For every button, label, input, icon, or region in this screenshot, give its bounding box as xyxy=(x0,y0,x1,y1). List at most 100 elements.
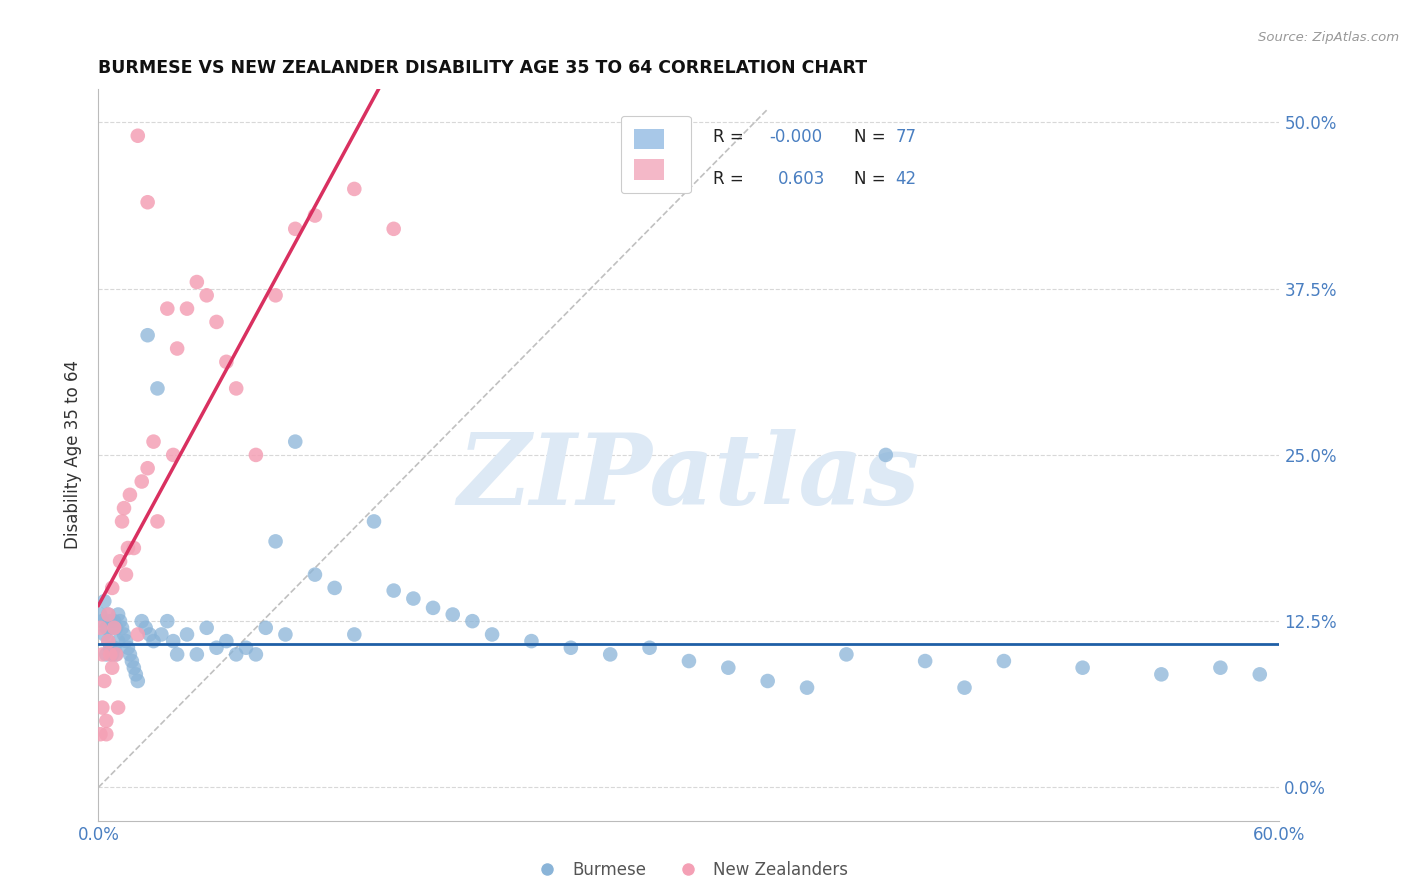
Point xyxy=(108,554,131,568)
Point xyxy=(108,614,131,628)
Point xyxy=(560,640,582,655)
Point xyxy=(914,654,936,668)
Legend: Burmese, New Zealanders: Burmese, New Zealanders xyxy=(523,855,855,886)
Point xyxy=(89,607,111,622)
Point xyxy=(717,661,740,675)
Point xyxy=(382,222,405,236)
Point xyxy=(156,301,179,316)
Point xyxy=(382,583,405,598)
Text: R =: R = xyxy=(713,170,748,188)
Text: Source: ZipAtlas.com: Source: ZipAtlas.com xyxy=(1258,31,1399,45)
Point xyxy=(422,600,444,615)
Text: N =: N = xyxy=(855,170,891,188)
Point xyxy=(91,700,114,714)
Point xyxy=(835,648,858,662)
Text: N =: N = xyxy=(855,128,891,145)
Point xyxy=(93,627,115,641)
Text: 77: 77 xyxy=(896,128,917,145)
Point xyxy=(195,621,218,635)
Point xyxy=(111,621,134,635)
Point xyxy=(107,634,129,648)
Point xyxy=(756,673,779,688)
Point xyxy=(117,640,139,655)
Point xyxy=(284,434,307,449)
Point xyxy=(98,640,121,655)
Point xyxy=(215,634,238,648)
Point xyxy=(166,648,188,662)
Point xyxy=(105,648,128,662)
Point xyxy=(96,648,118,662)
Point xyxy=(101,621,124,635)
Point xyxy=(146,381,169,395)
Point xyxy=(107,607,129,622)
Point xyxy=(235,640,257,655)
Text: 0.603: 0.603 xyxy=(778,170,825,188)
Point xyxy=(186,648,208,662)
Point xyxy=(195,288,218,302)
Point xyxy=(205,640,228,655)
Point xyxy=(225,648,247,662)
Point xyxy=(91,614,114,628)
Point xyxy=(91,648,114,662)
Point xyxy=(176,627,198,641)
Point xyxy=(142,434,165,449)
Point xyxy=(101,648,124,662)
Point xyxy=(96,621,118,635)
Point xyxy=(138,627,160,641)
Point xyxy=(101,661,124,675)
Point xyxy=(520,634,543,648)
Point xyxy=(97,607,120,622)
Text: -0.000: -0.000 xyxy=(769,128,823,145)
Point xyxy=(121,654,143,668)
Point xyxy=(103,614,125,628)
Point xyxy=(678,654,700,668)
Point xyxy=(135,621,157,635)
Point xyxy=(103,621,125,635)
Point xyxy=(304,209,326,223)
Point xyxy=(284,222,307,236)
Point xyxy=(264,288,287,302)
Point xyxy=(274,627,297,641)
Point xyxy=(993,654,1015,668)
Point xyxy=(304,567,326,582)
Point xyxy=(115,634,138,648)
Point xyxy=(225,381,247,395)
Point xyxy=(112,501,135,516)
Point xyxy=(96,714,118,728)
Point xyxy=(245,448,267,462)
Point xyxy=(1071,661,1094,675)
Point xyxy=(796,681,818,695)
Point xyxy=(131,614,153,628)
Text: ZIPatlas: ZIPatlas xyxy=(458,429,920,525)
Text: R =: R = xyxy=(713,128,748,145)
Point xyxy=(122,661,145,675)
Point xyxy=(131,475,153,489)
Text: 42: 42 xyxy=(896,170,917,188)
Point xyxy=(93,594,115,608)
Point xyxy=(1249,667,1271,681)
Point xyxy=(162,634,184,648)
Point xyxy=(461,614,484,628)
Point xyxy=(136,195,159,210)
Point xyxy=(264,534,287,549)
Point xyxy=(1150,667,1173,681)
Point xyxy=(205,315,228,329)
Point xyxy=(136,461,159,475)
Point xyxy=(97,607,120,622)
Point xyxy=(953,681,976,695)
Point xyxy=(402,591,425,606)
Point xyxy=(105,648,128,662)
Point xyxy=(156,614,179,628)
Point xyxy=(96,727,118,741)
Point xyxy=(441,607,464,622)
Point xyxy=(162,448,184,462)
Point xyxy=(343,627,366,641)
Point xyxy=(136,328,159,343)
Point xyxy=(111,515,134,529)
Point xyxy=(343,182,366,196)
Point xyxy=(127,673,149,688)
Point xyxy=(127,627,149,641)
Point xyxy=(875,448,897,462)
Y-axis label: Disability Age 35 to 64: Disability Age 35 to 64 xyxy=(65,360,83,549)
Point xyxy=(166,342,188,356)
